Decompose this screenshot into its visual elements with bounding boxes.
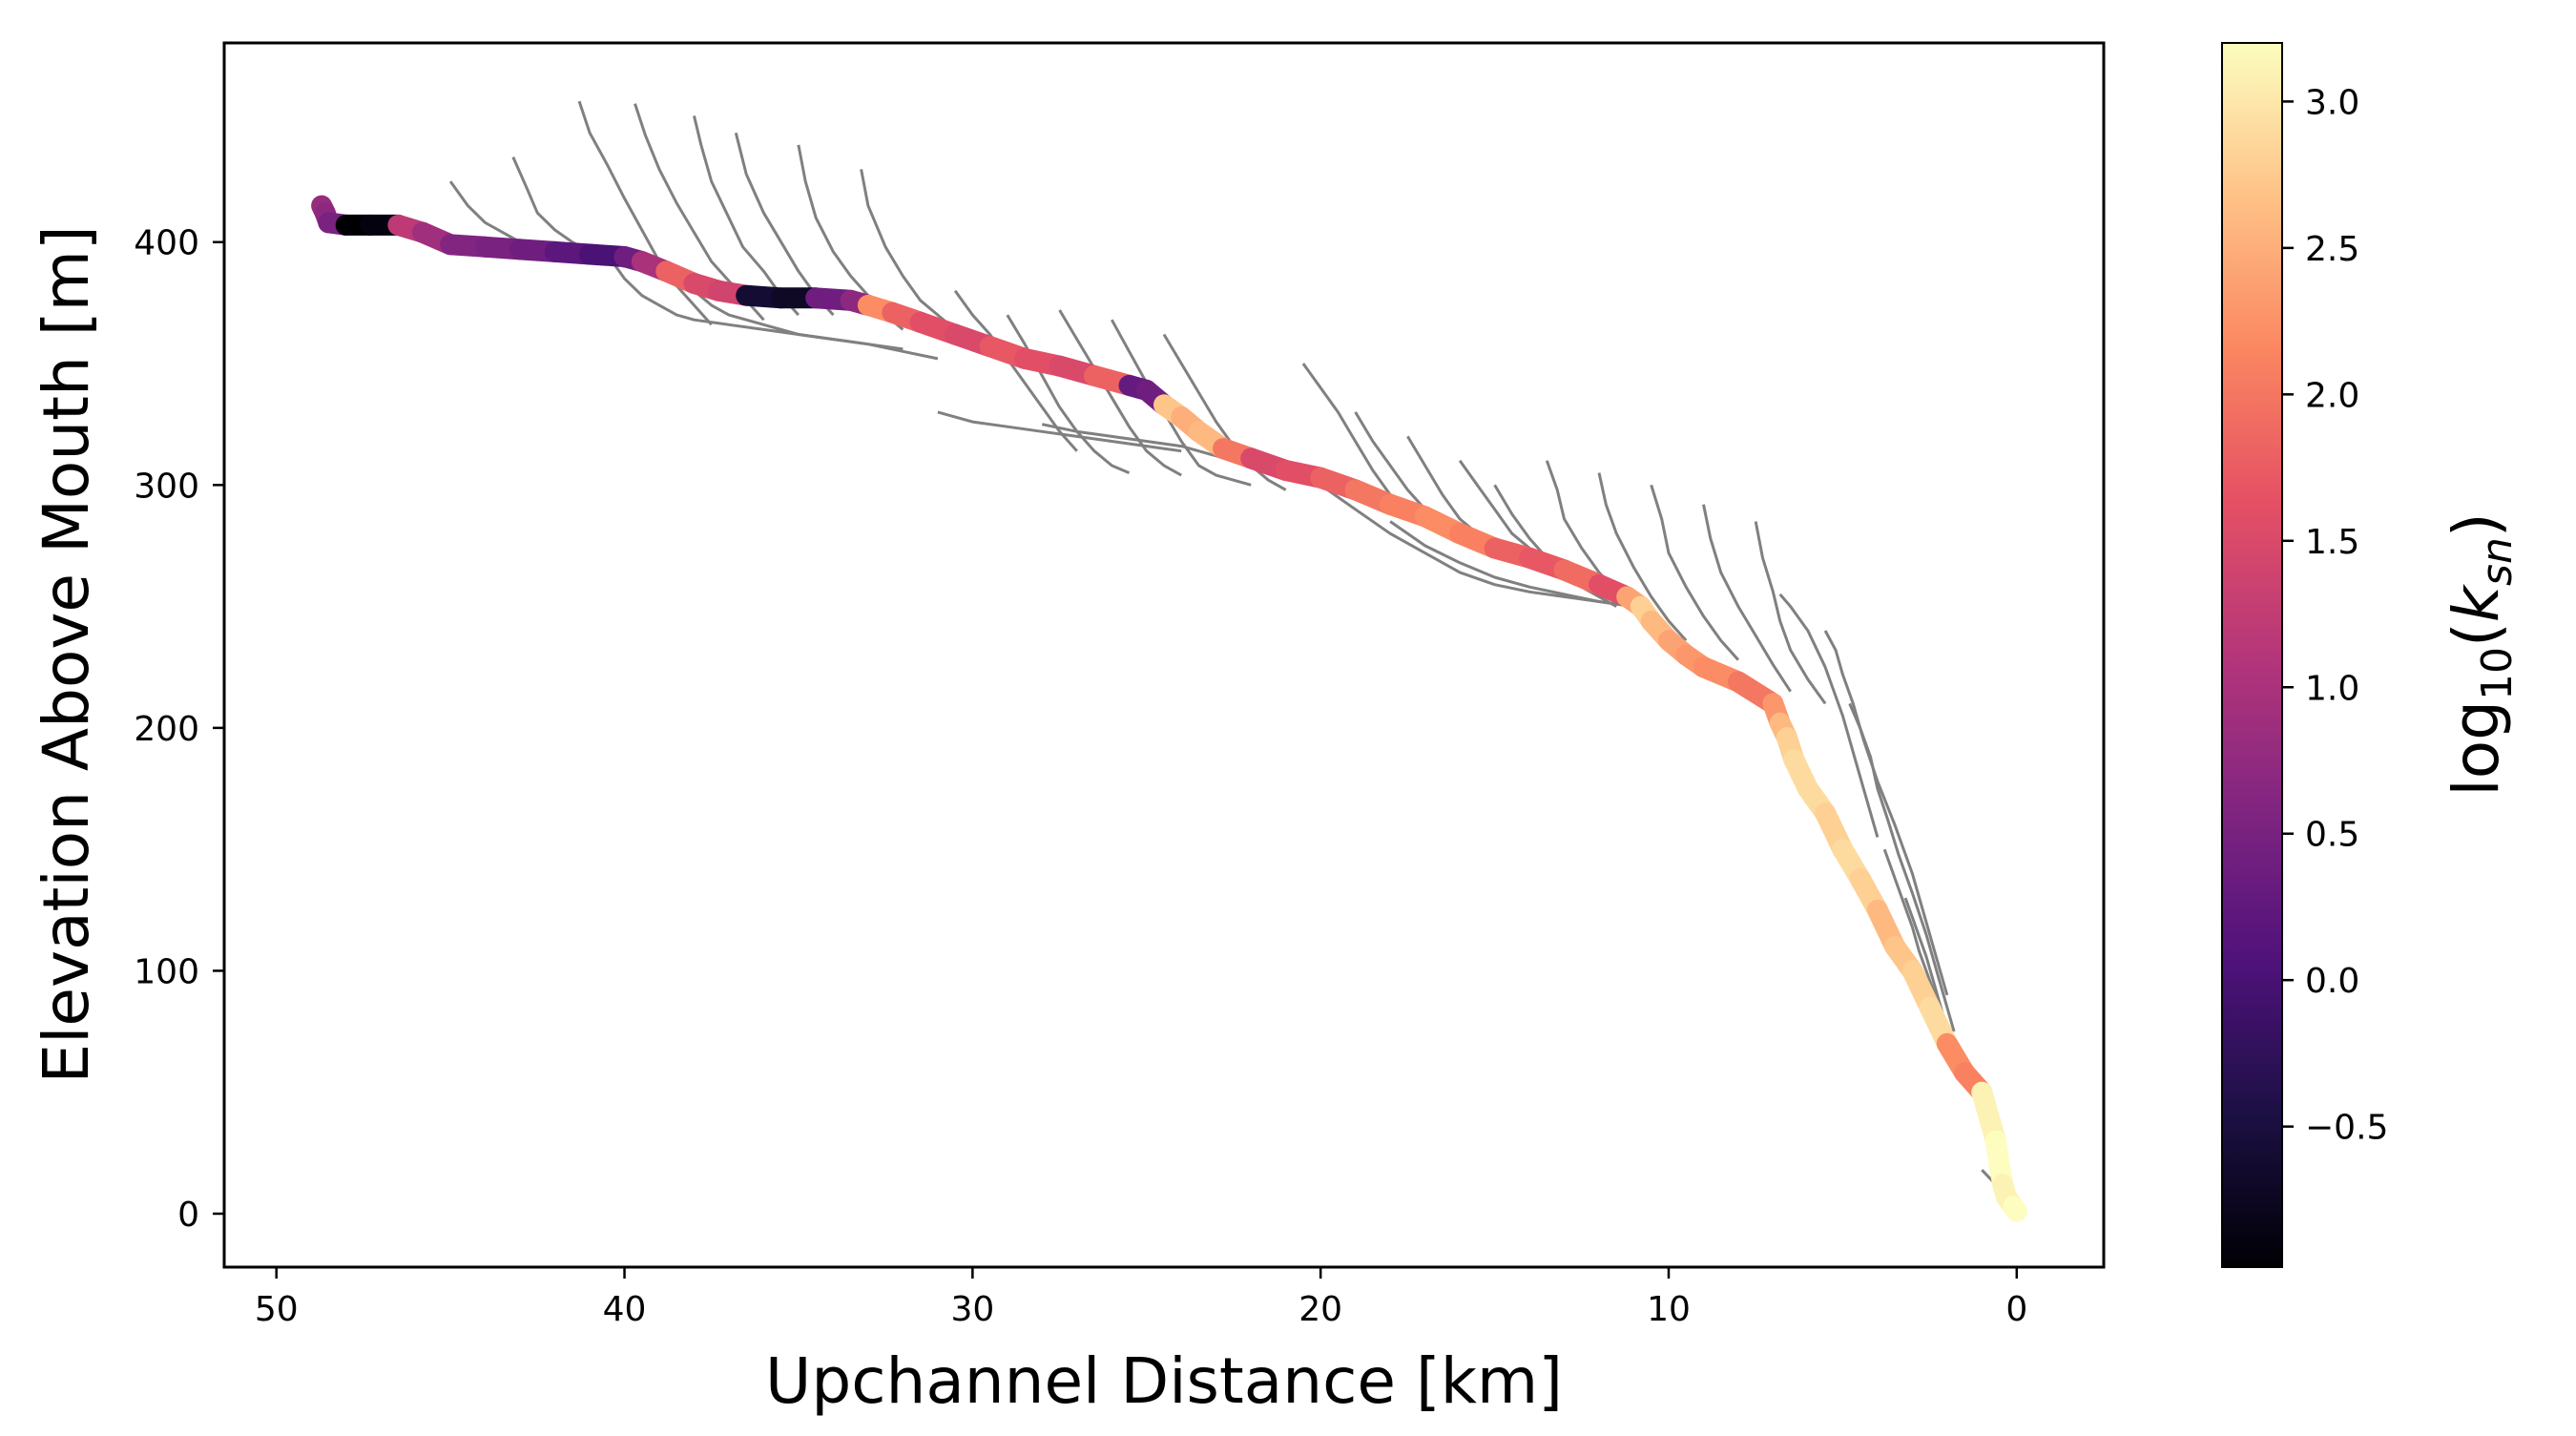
tributary-line-31 (1848, 702, 1956, 1032)
tributary-line-28 (1754, 521, 1827, 705)
colorbar-frame (2221, 42, 2283, 1268)
x-axis-title: Upchannel Distance [km] (765, 1344, 1563, 1418)
x-tick-label: 30 (950, 1290, 994, 1329)
tributary-line-26 (1650, 484, 1740, 661)
y-axis-title: Elevation Above Mouth [m] (30, 225, 103, 1083)
y-tick-label: 400 (134, 224, 199, 263)
plot-frame (222, 41, 2106, 1269)
x-tick-label: 40 (603, 1290, 647, 1329)
tributary-line-14 (1162, 333, 1287, 491)
y-axis-ticks: 0 100 200 300 400 (134, 224, 224, 1235)
tributary-line-22 (1389, 520, 1634, 609)
x-tick-label: 20 (1298, 1290, 1342, 1329)
main-stem-segment-73 (2003, 1196, 2027, 1222)
colorbar-title-sub2: sn (2473, 537, 2522, 586)
tributary-lines (448, 100, 2005, 1191)
colorbar-tick-label: 2.5 (2305, 230, 2359, 269)
tributary-line-25 (1597, 472, 1688, 642)
tributary-line-0 (577, 100, 713, 326)
tributary-line-15 (937, 410, 1182, 453)
colorbar-title-base: log (2440, 700, 2513, 797)
colorbar-title: log10(ksn) (2440, 512, 2522, 796)
main-stem-profile (311, 195, 2027, 1222)
tributary-line-29 (1778, 593, 1880, 838)
colorbar-title-sub1: 10 (2473, 647, 2522, 700)
y-tick-label: 300 (134, 467, 199, 506)
x-tick-label: 50 (255, 1290, 299, 1329)
colorbar-tick-label: −0.5 (2305, 1109, 2388, 1148)
tributary-line-27 (1702, 504, 1792, 693)
colorbar-tick-label: 3.0 (2305, 83, 2359, 122)
y-tick-label: 0 (177, 1196, 199, 1235)
colorbar-tick-label: 0.0 (2305, 962, 2359, 1001)
x-axis-ticks: 50 40 30 20 10 0 (255, 1267, 2027, 1329)
colorbar (2222, 43, 2282, 1267)
tributary-line-9 (675, 265, 939, 361)
y-tick-label: 200 (134, 710, 199, 749)
colorbar-tick-label: 2.0 (2305, 376, 2359, 415)
tributary-line-13 (1110, 319, 1252, 487)
colorbar-title-var: k (2440, 583, 2513, 622)
tributary-line-12 (1058, 309, 1182, 477)
colorbar-ticks: −0.5 0.0 0.5 1.0 1.5 2.0 2.5 3.0 (2282, 83, 2388, 1148)
y-tick-label: 100 (134, 952, 199, 991)
x-tick-label: 10 (1647, 1290, 1691, 1329)
x-tick-label: 0 (2005, 1290, 2027, 1329)
colorbar-tick-label: 1.5 (2305, 523, 2359, 562)
colorbar-tick-label: 0.5 (2305, 816, 2359, 855)
colorbar-tick-label: 1.0 (2305, 669, 2359, 708)
